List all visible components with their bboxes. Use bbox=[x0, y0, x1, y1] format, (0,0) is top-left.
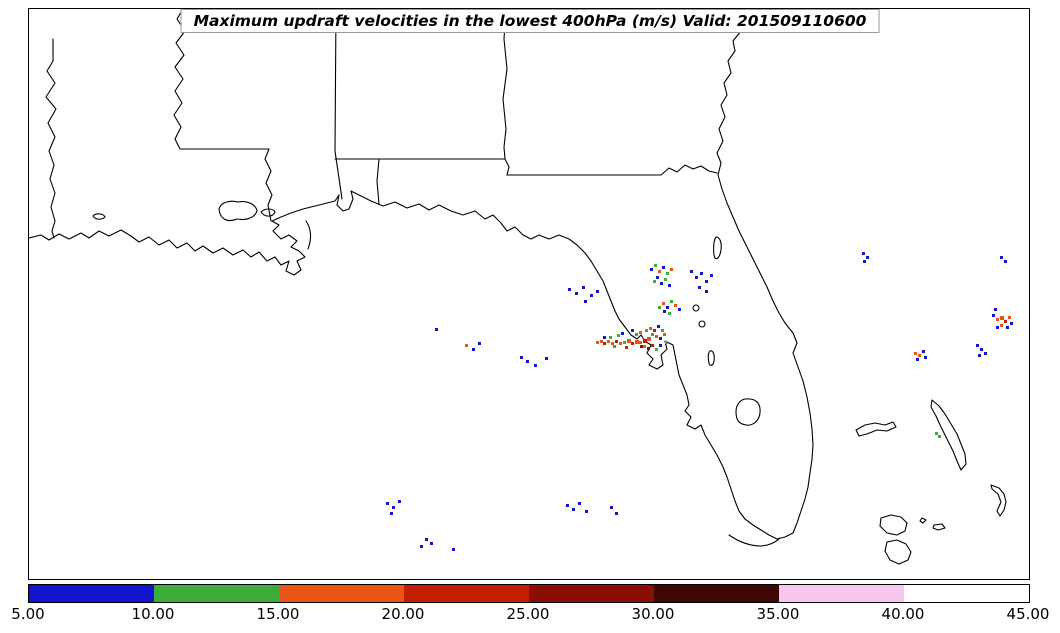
colorbar-tick-label: 20.00 bbox=[381, 605, 425, 623]
island-new-providence bbox=[932, 523, 946, 531]
colorbar-tick-label: 35.00 bbox=[756, 605, 800, 623]
colorbar-tick-label: 40.00 bbox=[881, 605, 925, 623]
colorbar-segment bbox=[404, 585, 529, 602]
colorbar-tick-label: 30.00 bbox=[631, 605, 675, 623]
lake-george bbox=[713, 236, 722, 260]
colorbar-tick-label: 25.00 bbox=[506, 605, 550, 623]
lake-okeechobee bbox=[735, 398, 761, 426]
chandeleur-islands bbox=[305, 220, 312, 250]
lake-louisiana-small bbox=[92, 213, 106, 220]
colorbar-tick-label: 5.00 bbox=[11, 605, 45, 623]
lake-borgne bbox=[260, 208, 276, 217]
map-panel bbox=[28, 8, 1030, 580]
basemap-svg bbox=[29, 9, 1007, 565]
island-bimini bbox=[919, 517, 927, 524]
colorbar-segment bbox=[529, 585, 654, 602]
colorbar-tick-label: 15.00 bbox=[256, 605, 300, 623]
state-border-ga-fl bbox=[506, 164, 718, 176]
colorbar-segment bbox=[654, 585, 779, 602]
plot-title: Maximum updraft velocities in the lowest… bbox=[180, 9, 880, 33]
colorbar-segment bbox=[29, 585, 154, 602]
state-border-al-fl bbox=[334, 158, 506, 205]
state-border-tx-la bbox=[45, 38, 57, 239]
colorbar bbox=[28, 584, 1030, 603]
lake-kissimmee bbox=[707, 350, 715, 366]
lake-central-fl-2 bbox=[698, 320, 706, 328]
island-abaco bbox=[930, 399, 967, 471]
island-eleuthera bbox=[990, 484, 1007, 517]
island-grand-bahama bbox=[855, 421, 897, 437]
state-border-ms-al bbox=[334, 9, 343, 200]
colorbar-tick-label: 45.00 bbox=[1006, 605, 1050, 623]
lake-pontchartrain bbox=[218, 200, 258, 222]
coastline-path bbox=[29, 9, 814, 540]
island-andros-north bbox=[879, 514, 908, 536]
state-border-la-ms bbox=[173, 9, 273, 222]
colorbar-segment bbox=[779, 585, 904, 602]
florida-keys bbox=[728, 534, 781, 547]
colorbar-ticks: 5.00 10.00 15.00 20.00 25.00 30.00 35.00 40.00 4… bbox=[11, 605, 1049, 627]
lake-central-fl-1 bbox=[692, 304, 700, 312]
colorbar-segment bbox=[154, 585, 279, 602]
colorbar-segment bbox=[279, 585, 404, 602]
colorbar-tick-label: 10.00 bbox=[131, 605, 175, 623]
colorbar-segment bbox=[904, 585, 1029, 602]
island-andros-south bbox=[884, 539, 912, 565]
state-border-al-ga bbox=[502, 9, 510, 176]
